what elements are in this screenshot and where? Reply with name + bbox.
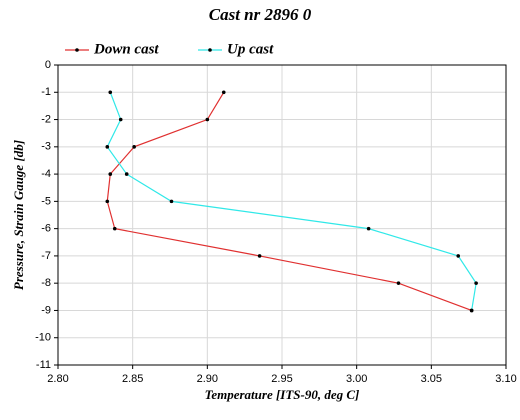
data-point <box>366 226 371 231</box>
data-point <box>108 90 113 95</box>
x-tick-label: 2.85 <box>122 373 143 385</box>
legend-marker <box>75 48 79 52</box>
data-point <box>108 172 113 176</box>
y-tick-label: -7 <box>41 250 51 262</box>
y-tick-label: -6 <box>41 223 51 235</box>
data-point <box>396 281 401 285</box>
plot-frame <box>57 64 507 366</box>
x-tick-label: 3.10 <box>495 373 516 385</box>
legend-label: Down cast <box>93 41 159 57</box>
y-tick-label: -5 <box>41 195 51 207</box>
y-tick-label: -4 <box>41 168 51 180</box>
data-point <box>105 145 110 149</box>
y-tick-label: 0 <box>45 59 51 71</box>
data-point <box>474 281 478 285</box>
data-point <box>118 117 123 122</box>
data-point <box>112 226 117 231</box>
data-point <box>456 254 461 258</box>
data-point <box>169 199 174 204</box>
x-axis-label: Temperature [ITS-90, deg C] <box>205 387 360 402</box>
x-tick-label: 2.95 <box>271 373 292 385</box>
x-tick-label: 2.80 <box>47 373 68 385</box>
data-point <box>221 90 226 95</box>
data-point <box>469 308 474 313</box>
data-point <box>105 199 110 204</box>
x-tick-label: 2.90 <box>197 373 218 385</box>
legend-label: Up cast <box>227 41 274 57</box>
data-point <box>132 145 136 149</box>
x-tick-label: 3.05 <box>421 373 442 385</box>
y-tick-label: -9 <box>41 304 51 316</box>
data-point <box>257 254 262 258</box>
data-point <box>205 117 210 122</box>
y-tick-label: -11 <box>36 359 51 371</box>
y-tick-label: -3 <box>41 141 51 153</box>
legend-marker <box>208 48 212 52</box>
y-axis-label: Pressure, Strain Gauge [db] <box>11 140 26 290</box>
x-tick-label: 3.00 <box>346 373 367 385</box>
chart-title: Cast nr 2896 0 <box>209 5 312 24</box>
y-tick-label: -1 <box>41 86 51 98</box>
data-point <box>124 172 129 176</box>
y-tick-label: -2 <box>41 113 51 125</box>
y-tick-label: -10 <box>35 332 51 344</box>
y-tick-label: -8 <box>41 277 51 289</box>
